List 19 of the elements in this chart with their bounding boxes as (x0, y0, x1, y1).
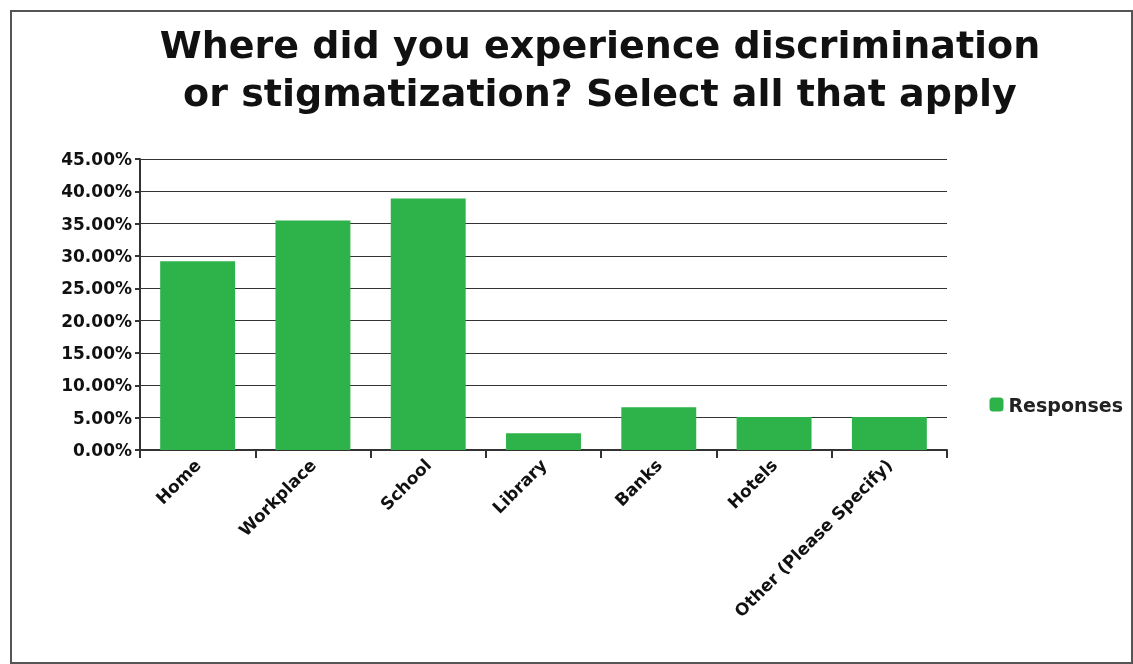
y-tick-label: 45.00% (61, 149, 132, 169)
y-tick-label: 20.00% (61, 310, 132, 331)
y-tick-label: 0.00% (73, 440, 132, 460)
bar (390, 198, 466, 450)
y-tick-label: 25.00% (61, 278, 132, 299)
bar (851, 417, 927, 450)
bar (621, 407, 697, 450)
bar (506, 433, 581, 450)
bar (736, 417, 812, 450)
y-tick-label: 35.00% (61, 213, 132, 234)
y-tick-label: 40.00% (61, 181, 132, 202)
bar (160, 261, 236, 450)
legend-label: Responses (1008, 393, 1124, 416)
y-tick-label: 10.00% (61, 375, 132, 396)
chart-title: Where did you experience discrimination or stigmatization? Select all that apply (159, 23, 1041, 115)
y-tick-label: 30.00% (61, 246, 132, 266)
y-tick-label: 5.00% (73, 407, 132, 428)
y-tick-label: 15.00% (61, 343, 132, 363)
bar (275, 220, 351, 450)
